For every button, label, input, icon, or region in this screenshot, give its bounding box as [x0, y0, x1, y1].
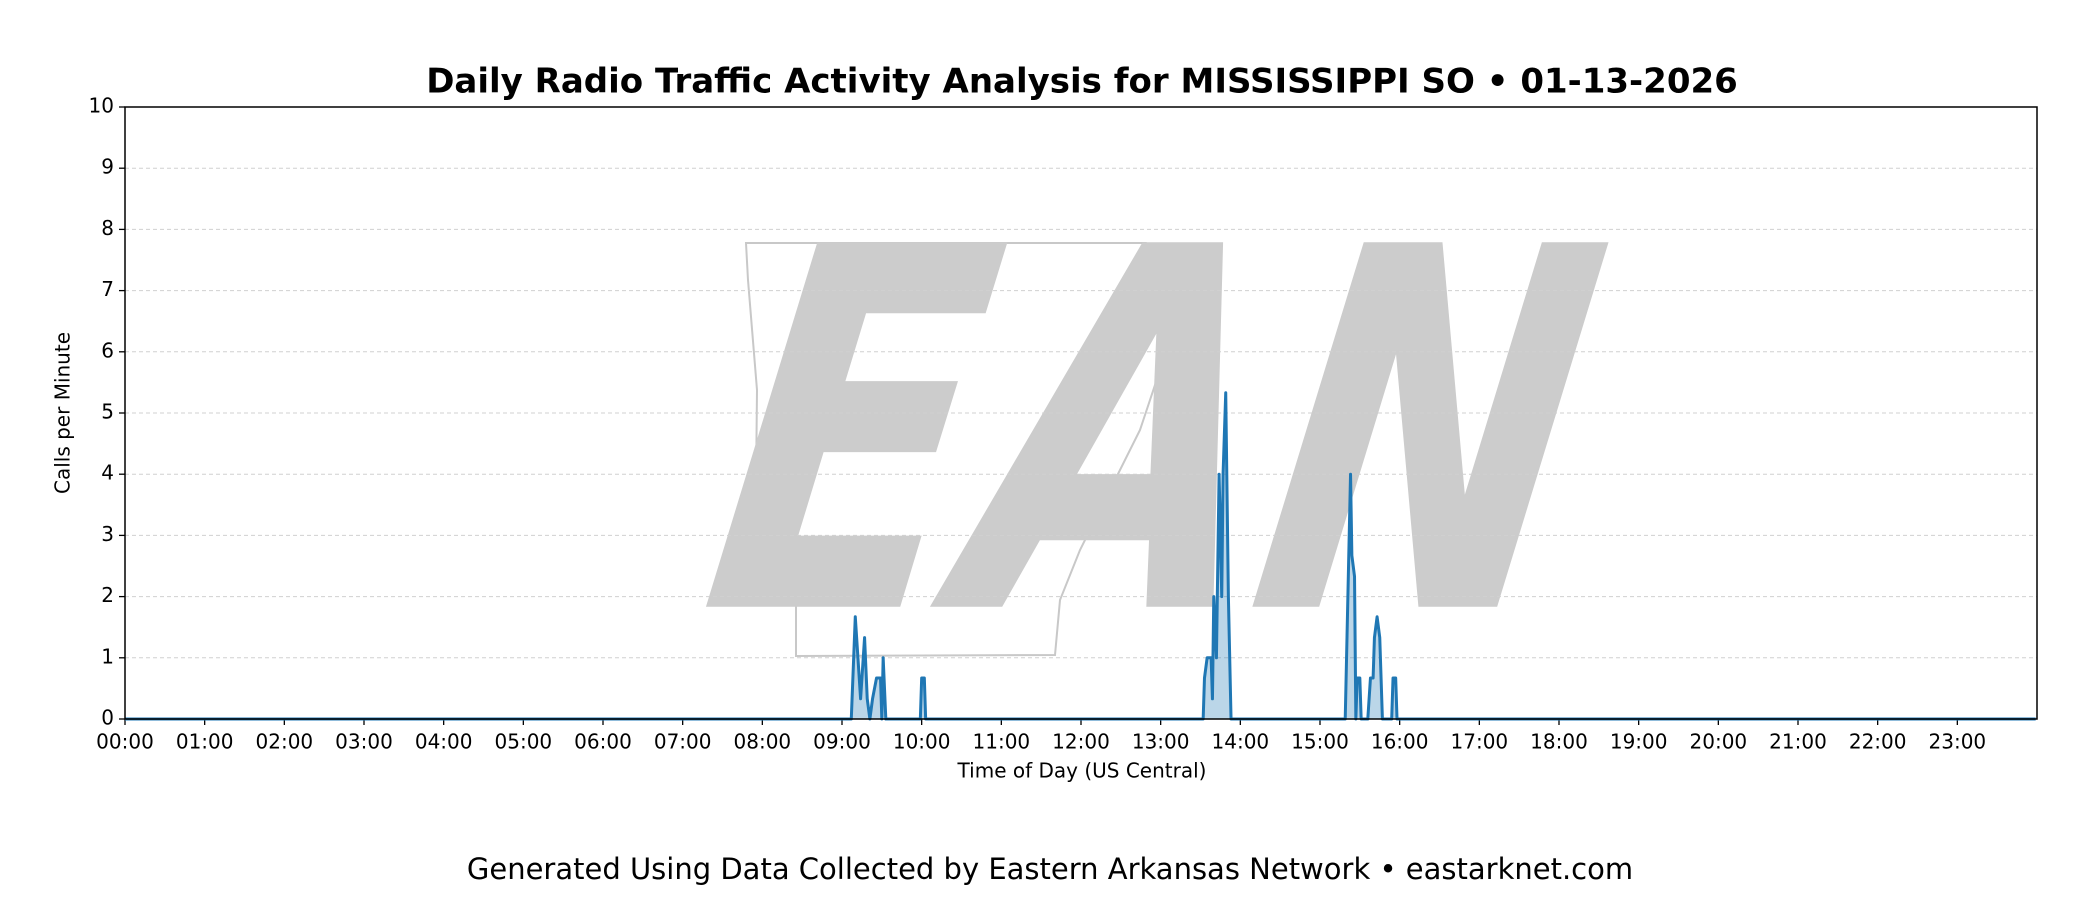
plot-frame: [124, 106, 2038, 720]
y-tick-label: 5: [101, 400, 114, 424]
x-tick-label: 14:00: [1212, 730, 1270, 754]
y-axis-label: Calls per Minute: [51, 332, 75, 494]
x-tick-label: 12:00: [1052, 730, 1110, 754]
y-tick-label: 3: [101, 522, 114, 546]
y-tick-label: 4: [101, 461, 114, 485]
y-tick-label: 8: [101, 216, 114, 240]
state-outline: [744, 242, 1187, 658]
x-tick-label: 04:00: [415, 730, 473, 754]
x-tick-label: 20:00: [1690, 730, 1748, 754]
x-tick-label: 15:00: [1291, 730, 1349, 754]
y-tick-label: 2: [101, 583, 114, 607]
x-tick-label: 10:00: [893, 730, 951, 754]
watermark-text: EAN: [679, 143, 1632, 725]
watermark-group: EAN: [679, 143, 1632, 725]
x-tick-label: 03:00: [335, 730, 393, 754]
x-tick-label: 01:00: [176, 730, 234, 754]
y-tick-label: 9: [101, 155, 114, 179]
x-tick-label: 11:00: [973, 730, 1031, 754]
x-tick-label: 07:00: [654, 730, 712, 754]
x-tick-label: 09:00: [813, 730, 871, 754]
y-tick-label: 6: [101, 338, 114, 362]
x-tick-label: 16:00: [1371, 730, 1429, 754]
chart-title: Daily Radio Traffic Activity Analysis fo…: [426, 62, 1738, 102]
line: [125, 391, 2036, 721]
x-tick-label: 06:00: [574, 730, 632, 754]
y-tick-label: 0: [101, 706, 114, 730]
x-tick-label: 21:00: [1769, 730, 1827, 754]
x-tick-label: 19:00: [1610, 730, 1668, 754]
footer: Generated Using Data Collected by Easter…: [467, 852, 1633, 886]
y-tick-label: 7: [101, 277, 114, 301]
x-tick-label: 02:00: [256, 730, 314, 754]
x-tick-label: 18:00: [1530, 730, 1588, 754]
x-tick-label: 17:00: [1451, 730, 1509, 754]
x-tick-label: 22:00: [1849, 730, 1907, 754]
x-tick-label: 08:00: [734, 730, 792, 754]
y-tick-label: 10: [89, 94, 114, 118]
y-tick-label: 1: [101, 644, 114, 668]
x-tick-label: 05:00: [495, 730, 553, 754]
x-tick-label: 23:00: [1929, 730, 1987, 754]
x-tick-label: 13:00: [1132, 730, 1190, 754]
x-axis-label: Time of Day (US Central): [957, 759, 1207, 783]
x-tick-label: 00:00: [96, 730, 154, 754]
